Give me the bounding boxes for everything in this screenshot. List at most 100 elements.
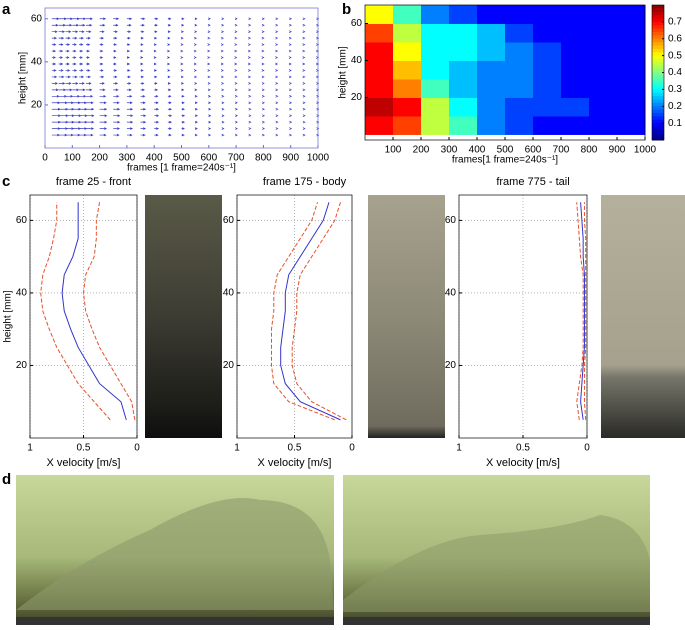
x-tick-label: 300 (441, 145, 458, 156)
heat-cell (365, 5, 394, 24)
colorbar-step (652, 28, 664, 33)
arrow-column (275, 17, 279, 137)
heat-cell (617, 5, 646, 24)
heat-cell (561, 41, 590, 61)
x-tick-label: 500 (173, 153, 190, 164)
colorbar-step (652, 42, 664, 46)
panel-label: c (2, 173, 10, 190)
heat-cell (449, 41, 478, 61)
colorbar-step (652, 82, 664, 87)
heat-cell (477, 60, 506, 80)
heat-cell (505, 97, 534, 117)
y-tick-label: 60 (445, 215, 457, 226)
profile-line (583, 202, 587, 420)
arrow-column (302, 17, 306, 137)
x-tick-label: 300 (119, 153, 136, 164)
heat-cell (393, 97, 422, 117)
profile-line (271, 202, 335, 421)
profile-line (580, 202, 585, 420)
x-tick-label: 100 (64, 153, 81, 164)
colorbar-tick-label: 0.1 (668, 118, 682, 129)
y-tick-label: 20 (351, 92, 363, 103)
heat-cell (449, 60, 478, 80)
x-tick-label: 600 (200, 153, 217, 164)
profile-line (291, 202, 347, 421)
x-tick-label: 0 (584, 443, 590, 454)
x-tick-label: 700 (228, 153, 245, 164)
colorbar-tick-label: 0.2 (668, 101, 682, 112)
photo-detail (343, 515, 650, 612)
colorbar-tick-label: 0.5 (668, 50, 682, 61)
heat-cell (449, 23, 478, 43)
x-tick-label: 0.5 (77, 443, 91, 454)
heat-cell (589, 23, 618, 43)
colorbar-step (652, 38, 664, 43)
arrow-column (113, 17, 121, 137)
plot-title: frame 775 - tail (496, 176, 569, 188)
colorbar-step (652, 52, 664, 57)
heat-cell (365, 115, 394, 135)
x-tick-label: 1 (27, 443, 33, 454)
heat-cell (589, 115, 618, 135)
colorbar-step (652, 35, 664, 40)
heat-cell (617, 78, 646, 98)
heat-cell (393, 115, 422, 135)
x-tick-label: 1 (456, 443, 462, 454)
colorbar-step (652, 109, 664, 114)
colorbar-step (652, 21, 664, 26)
colorbar-step (652, 15, 664, 19)
panel-label: d (2, 471, 11, 488)
x-tick-label: 1 (234, 443, 240, 454)
plot-title: frame 25 - front (56, 176, 131, 188)
heat-cell (421, 41, 450, 61)
x-tick-label: 200 (91, 153, 108, 164)
y-tick-label: 20 (223, 360, 235, 371)
heat-cell (505, 23, 534, 43)
heat-cell (449, 97, 478, 117)
heat-cell (421, 97, 450, 117)
heat-cell (561, 115, 590, 135)
colorbar-step (652, 55, 664, 60)
heat-cell (533, 78, 562, 98)
heat-cell (365, 41, 394, 61)
photo (145, 195, 222, 438)
heat-cell (505, 60, 534, 80)
x-axis-label: frames[1 frame=240s⁻¹] (452, 155, 558, 166)
colorbar-step (652, 89, 664, 94)
colorbar-step (652, 45, 664, 50)
heat-cell (533, 97, 562, 117)
y-tick-label: 40 (445, 288, 457, 299)
heat-cell (561, 23, 590, 43)
arrow-column (140, 17, 147, 137)
arrow-column (79, 17, 88, 137)
x-tick-label: 500 (497, 145, 514, 156)
arrow-column (58, 17, 69, 137)
colorbar-step (652, 62, 664, 67)
colorbar-step (652, 65, 664, 70)
colorbar-tick-label: 0.4 (668, 67, 682, 78)
heat-cell (617, 41, 646, 61)
y-axis-label: height [mm] (3, 290, 14, 342)
arrow-column (72, 17, 82, 137)
arrow-column (234, 17, 239, 137)
heat-cell (533, 115, 562, 135)
heat-cell (589, 97, 618, 117)
arrow-column (65, 17, 75, 137)
y-tick-label: 40 (16, 288, 28, 299)
profile-line (576, 202, 584, 420)
colorbar-tick-label: 0.3 (668, 84, 682, 95)
x-axis-label: frames [1 frame=240s⁻¹] (127, 163, 236, 174)
colorbar-step (652, 133, 664, 138)
x-tick-label: 200 (413, 145, 430, 156)
heat-cell (617, 60, 646, 80)
heat-cell (533, 41, 562, 61)
x-axis-label: X velocity [m/s] (486, 457, 560, 469)
heat-cell (393, 60, 422, 80)
colorbar-step (652, 113, 664, 117)
plots: 0 100 200 300 400 500 600 700 800 900 1000204060fr… (3, 4, 682, 469)
panel-label: a (2, 1, 11, 18)
y-tick-label: 40 (351, 55, 363, 66)
heat-cell (589, 60, 618, 80)
heat-cell (449, 5, 478, 24)
profile-line (40, 202, 111, 421)
